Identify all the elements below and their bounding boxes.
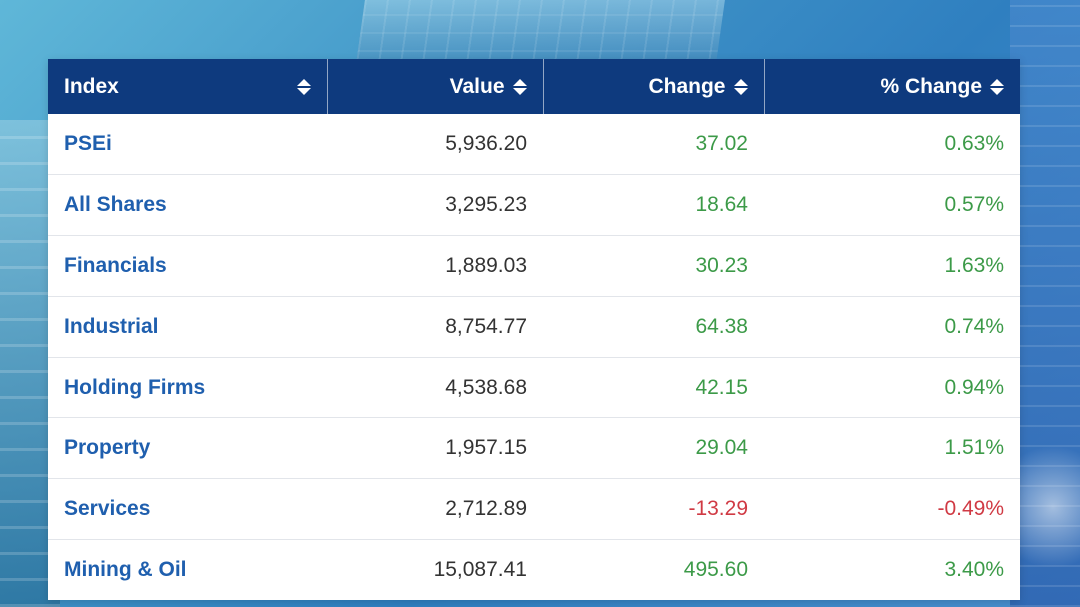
pct-change-cell: -0.49% bbox=[937, 497, 1004, 521]
index-name-link[interactable]: Industrial bbox=[64, 314, 159, 338]
column-header-pct-change[interactable]: % Change bbox=[764, 59, 1020, 114]
change-cell: -13.29 bbox=[688, 497, 748, 521]
index-name-cell: All Shares bbox=[48, 175, 327, 236]
market-index-table: Index Value Change bbox=[48, 59, 1020, 600]
pct-change-cell: 3.40% bbox=[944, 558, 1004, 582]
index-name-cell: Financials bbox=[48, 236, 327, 297]
value-cell: 15,087.41 bbox=[433, 558, 527, 582]
index-name-cell: Mining & Oil bbox=[48, 540, 327, 601]
index-name-cell: Industrial bbox=[48, 296, 327, 357]
index-name-link[interactable]: Holding Firms bbox=[64, 375, 206, 399]
sort-up-down-icon[interactable] bbox=[512, 78, 527, 95]
table-body: PSEi 5,936.20 37.02 0.63% All Shares 3,295.23… bbox=[48, 114, 1020, 600]
change-cell: 64.38 bbox=[695, 314, 748, 338]
change-cell: 42.15 bbox=[695, 375, 748, 399]
column-header-value[interactable]: Value bbox=[327, 59, 544, 114]
value-cell: 8,754.77 bbox=[445, 314, 527, 338]
value-cell: 2,712.89 bbox=[445, 497, 527, 521]
index-name-link[interactable]: Services bbox=[64, 497, 151, 521]
value-cell: 1,957.15 bbox=[445, 436, 527, 460]
table-row: PSEi 5,936.20 37.02 0.63% bbox=[48, 114, 1020, 175]
value-cell: 4,538.68 bbox=[445, 375, 527, 399]
index-name-link[interactable]: All Shares bbox=[64, 193, 167, 217]
value-cell: 5,936.20 bbox=[445, 132, 527, 156]
index-name-cell: Holding Firms bbox=[48, 357, 327, 418]
table-row: Financials 1,889.03 30.23 1.63% bbox=[48, 236, 1020, 297]
change-cell: 495.60 bbox=[683, 558, 748, 582]
table-row: All Shares 3,295.23 18.64 0.57% bbox=[48, 175, 1020, 236]
index-name-link[interactable]: Property bbox=[64, 436, 151, 460]
pct-change-cell: 0.94% bbox=[944, 375, 1004, 399]
column-header-change[interactable]: Change bbox=[543, 59, 765, 114]
pct-change-cell: 0.74% bbox=[944, 314, 1004, 338]
index-table-card: Index Value Change bbox=[48, 59, 1020, 601]
table-row: Mining & Oil 15,087.41 495.60 3.40% bbox=[48, 540, 1020, 601]
header-row: Index Value Change bbox=[48, 59, 1020, 114]
table-row: Services 2,712.89 -13.29 -0.49% bbox=[48, 479, 1020, 540]
pct-change-cell: 0.57% bbox=[944, 193, 1004, 217]
column-header-index[interactable]: Index bbox=[48, 59, 328, 114]
index-name-link[interactable]: Financials bbox=[64, 253, 167, 277]
sort-up-down-icon[interactable] bbox=[990, 78, 1004, 95]
sort-up-down-icon[interactable] bbox=[733, 78, 748, 95]
table-row: Property 1,957.15 29.04 1.51% bbox=[48, 418, 1020, 479]
sort-up-down-icon[interactable] bbox=[296, 78, 311, 95]
pct-change-cell: 1.51% bbox=[944, 436, 1004, 460]
pct-change-cell: 1.63% bbox=[944, 253, 1004, 277]
table-header: Index Value Change bbox=[48, 59, 1020, 114]
value-cell: 3,295.23 bbox=[445, 193, 527, 217]
change-cell: 37.02 bbox=[695, 132, 748, 156]
index-name-link[interactable]: Mining & Oil bbox=[64, 558, 187, 582]
table-row: Holding Firms 4,538.68 42.15 0.94% bbox=[48, 357, 1020, 418]
index-name-cell: Property bbox=[48, 418, 327, 479]
change-cell: 30.23 bbox=[695, 253, 748, 277]
table-row: Industrial 8,754.77 64.38 0.74% bbox=[48, 296, 1020, 358]
index-name-cell: Services bbox=[48, 479, 327, 540]
index-name-cell: PSEi bbox=[48, 114, 327, 175]
index-name-link[interactable]: PSEi bbox=[64, 132, 112, 156]
column-header-label: Index bbox=[64, 74, 119, 98]
column-header-label: % Change bbox=[880, 74, 982, 98]
column-header-label: Change bbox=[648, 74, 726, 98]
change-cell: 29.04 bbox=[695, 436, 748, 460]
value-cell: 1,889.03 bbox=[445, 253, 527, 277]
change-cell: 18.64 bbox=[695, 193, 748, 217]
pct-change-cell: 0.63% bbox=[944, 132, 1004, 156]
column-header-label: Value bbox=[449, 74, 505, 98]
